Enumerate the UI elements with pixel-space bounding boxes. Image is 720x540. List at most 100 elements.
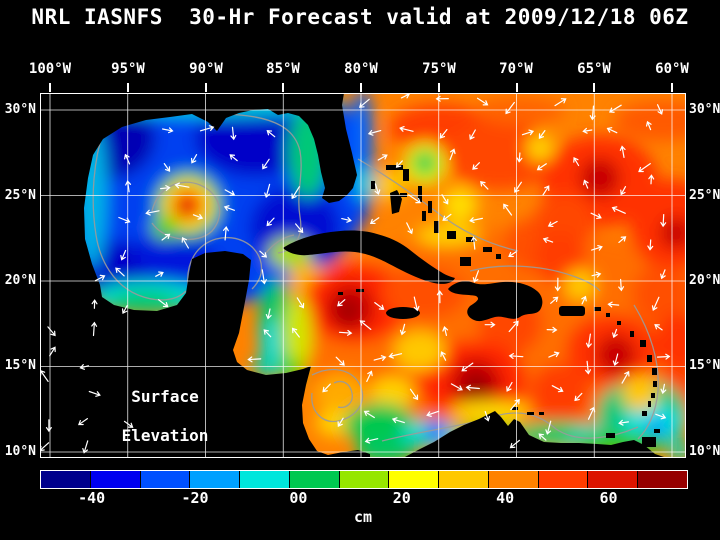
axis-tick (593, 83, 595, 92)
latitude-label: 20°N (4, 273, 36, 288)
current-arrow (542, 185, 550, 196)
colorbar-segment (488, 471, 539, 488)
latitude-label: 15°N (4, 358, 36, 373)
current-arrow (145, 209, 160, 216)
current-arrow (503, 203, 513, 216)
current-arrow (611, 206, 626, 214)
axis-tick (282, 83, 284, 92)
current-arrow (374, 183, 381, 195)
current-arrow (82, 440, 89, 454)
current-arrow (426, 410, 440, 417)
map-annotation-line1: Surface (131, 387, 198, 406)
current-arrow (192, 214, 204, 220)
axis-tick (516, 83, 518, 92)
colorbar-segment (439, 471, 489, 488)
current-arrow (163, 162, 171, 172)
current-arrow (550, 296, 559, 304)
current-arrow (230, 126, 237, 141)
current-arrow (645, 120, 652, 131)
current-arrow (262, 158, 270, 170)
current-arrow (587, 406, 596, 420)
current-arrow (581, 295, 587, 305)
current-arrow (509, 439, 520, 449)
colorbar-segment (638, 471, 687, 488)
colorbar-segment (339, 471, 390, 488)
current-arrow (606, 127, 618, 134)
current-arrow (359, 320, 372, 330)
axis-tick (127, 83, 129, 92)
axis-tick (438, 83, 440, 92)
colorbar-segment (190, 471, 241, 488)
colorbar-tick-label: 60 (599, 489, 618, 507)
colorbar-tick-label: 20 (392, 489, 411, 507)
current-arrow (118, 216, 131, 224)
current-arrow (648, 174, 655, 185)
colorbar-tick-label: -40 (78, 489, 106, 507)
current-arrow (660, 269, 666, 280)
longitude-label: 75°W (422, 61, 456, 77)
axis-tick (360, 83, 362, 92)
current-arrow (94, 274, 106, 282)
land-bahamas (371, 165, 501, 266)
current-arrow (608, 104, 622, 113)
longitude-label: 65°W (577, 61, 611, 77)
latitude-label: 15°N (689, 358, 720, 373)
colorbar-segment (140, 471, 191, 488)
current-arrow (408, 194, 422, 204)
current-arrow (155, 271, 164, 277)
current-arrow (449, 148, 456, 161)
current-arrow (374, 302, 385, 310)
current-arrow (115, 267, 125, 277)
current-arrow (484, 411, 491, 422)
forecast-map: Surface Elevation (40, 93, 686, 458)
current-arrow (222, 225, 229, 241)
land-hispaniola (448, 281, 543, 322)
current-arrow (545, 420, 552, 435)
current-arrow (295, 223, 304, 234)
axis-tick (671, 83, 673, 92)
current-arrow (388, 352, 403, 359)
colorbar-tick-label: 00 (289, 489, 308, 507)
current-arrow (266, 130, 276, 138)
current-arrow (651, 296, 660, 311)
current-arrow (506, 381, 513, 392)
land-cuba (283, 230, 455, 284)
latitude-label: 20°N (689, 273, 720, 288)
current-arrow (472, 270, 479, 283)
current-arrow (484, 321, 496, 328)
current-arrow (470, 236, 477, 250)
current-arrow (442, 213, 452, 221)
current-arrow (366, 370, 373, 382)
current-arrow (190, 153, 198, 164)
colorbar-segment (289, 471, 340, 488)
current-arrow (264, 183, 271, 198)
current-arrow (296, 297, 305, 309)
current-arrow (337, 299, 346, 307)
current-arrow (442, 325, 449, 336)
current-arrow (469, 129, 476, 141)
current-arrow (223, 205, 235, 211)
current-arrow (656, 104, 664, 115)
land-caymans (338, 289, 364, 295)
current-arrow (259, 250, 268, 258)
longitude-label: 60°W (655, 61, 689, 77)
current-arrow (450, 383, 463, 391)
longitude-label: 80°W (344, 61, 378, 77)
current-arrow (465, 384, 480, 391)
current-arrow (266, 217, 275, 227)
current-arrow (341, 216, 352, 223)
current-arrow (337, 417, 344, 427)
current-arrow (409, 388, 419, 401)
current-arrow (265, 308, 272, 320)
current-arrow (554, 277, 561, 292)
colorbar-segment (538, 471, 589, 488)
current-arrow (335, 356, 345, 366)
current-arrow (364, 437, 379, 444)
current-arrow (654, 324, 663, 331)
current-arrow (472, 162, 480, 170)
current-arrow (582, 127, 593, 134)
current-vector-arrows (40, 93, 671, 454)
current-arrow (521, 129, 535, 136)
latitude-label: 25°N (689, 188, 720, 203)
current-arrow (121, 305, 128, 315)
